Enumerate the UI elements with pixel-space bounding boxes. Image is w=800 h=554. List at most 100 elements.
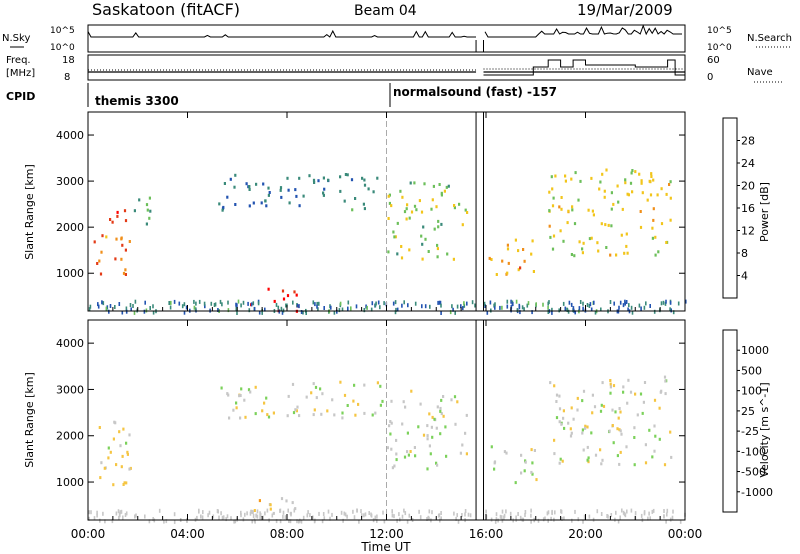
ground-scatter-cell	[130, 307, 132, 312]
ground-scatter-cell	[88, 510, 90, 515]
nave-tick-bottom: 0	[707, 72, 713, 83]
nave-label: Nave	[747, 67, 773, 78]
x-tick-label: 20:00	[568, 527, 603, 541]
echo-cell	[100, 461, 103, 465]
echo-cell	[387, 250, 390, 254]
echo-cell	[351, 208, 354, 212]
ground-scatter-cell	[542, 517, 545, 522]
echo-cell	[452, 257, 455, 261]
echo-cell	[572, 417, 575, 421]
echo-cell	[258, 499, 261, 503]
echo-cell	[453, 204, 456, 207]
ground-scatter-cell	[261, 310, 263, 315]
echo-cell	[596, 241, 599, 245]
colorbar-tick-label: 1000	[741, 344, 769, 357]
ground-scatter-cell	[173, 299, 176, 304]
ground-scatter-cell	[282, 514, 284, 519]
velocity-echo-cells	[88, 320, 686, 524]
echo-cell	[627, 378, 630, 382]
ground-scatter-cell	[672, 509, 674, 514]
echo-cell	[629, 390, 633, 394]
echo-cell	[295, 409, 298, 413]
echo-cell	[240, 387, 243, 391]
ground-scatter-cell	[236, 303, 238, 308]
echo-cell	[393, 464, 396, 468]
echo-cell	[532, 270, 535, 273]
ground-scatter-cell	[102, 301, 105, 306]
echo-cell	[115, 463, 118, 467]
ground-scatter-cell	[258, 310, 261, 315]
echo-cell	[609, 382, 612, 386]
echo-cell	[633, 426, 636, 430]
echo-cell	[320, 412, 323, 416]
ground-scatter-cell	[152, 517, 154, 521]
ground-scatter-cell	[321, 519, 324, 524]
echo-cell	[101, 234, 104, 238]
echo-cell	[619, 410, 622, 414]
echo-cell	[357, 402, 360, 406]
echo-cell	[438, 183, 441, 186]
time-axis-label: Time UT	[360, 540, 411, 554]
echo-cell	[363, 178, 366, 182]
echo-cell	[128, 467, 131, 471]
x-tick-label: 16:00	[469, 527, 504, 541]
echo-cell	[599, 448, 602, 452]
ground-scatter-cell	[463, 303, 466, 308]
ground-scatter-cell	[535, 302, 537, 307]
echo-cell	[333, 413, 336, 417]
ground-scatter-cell	[375, 301, 377, 306]
echo-cell	[111, 220, 114, 224]
ground-scatter-cell	[677, 301, 680, 306]
ground-scatter-cell	[340, 510, 343, 515]
echo-cell	[447, 184, 450, 188]
ground-scatter-cell	[104, 519, 106, 524]
ground-scatter-cell	[289, 519, 292, 524]
echo-cell	[406, 431, 409, 435]
ground-scatter-cell	[119, 510, 122, 515]
echo-cell	[363, 183, 367, 187]
echo-cell	[523, 469, 526, 473]
echo-cell	[639, 392, 643, 396]
echo-cell	[630, 171, 633, 175]
ground-scatter-cell	[227, 300, 229, 305]
echo-cell	[292, 411, 296, 415]
echo-cell	[125, 441, 128, 445]
ground-scatter-cell	[589, 302, 592, 307]
echo-cell	[612, 202, 615, 206]
ground-scatter-cell	[374, 515, 377, 520]
echo-cell	[268, 191, 271, 194]
ground-scatter-cell	[630, 305, 633, 310]
ground-scatter-cell	[428, 509, 431, 514]
ground-scatter-cell	[264, 307, 266, 312]
echo-cell	[649, 193, 653, 197]
echo-cell	[582, 448, 585, 452]
ground-scatter-cell	[312, 300, 315, 305]
echo-cell	[124, 219, 128, 223]
ground-scatter-cell	[225, 517, 227, 522]
ground-scatter-cell	[574, 509, 576, 514]
ground-scatter-cell	[653, 309, 656, 314]
echo-cell	[453, 206, 456, 210]
echo-cell	[553, 384, 556, 388]
echo-cell	[400, 256, 404, 260]
echo-cell	[122, 427, 125, 431]
echo-cell	[298, 176, 301, 180]
ground-scatter-cell	[323, 516, 326, 521]
echo-cell	[577, 198, 580, 202]
echo-cell	[128, 240, 131, 243]
ground-scatter-cell	[670, 308, 672, 313]
echo-cell	[611, 408, 614, 412]
ground-scatter-cell	[462, 306, 464, 311]
ground-scatter-cell	[312, 515, 314, 520]
echo-cell	[616, 184, 619, 188]
echo-cell	[586, 445, 589, 449]
ground-scatter-cell	[594, 310, 597, 315]
ground-scatter-cell	[457, 519, 460, 524]
velocity-ylabel: Slant Range [km]	[23, 372, 36, 468]
echo-cell	[605, 246, 608, 249]
echo-cell	[599, 180, 602, 184]
echo-cell	[362, 202, 365, 206]
ground-scatter-cell	[96, 513, 98, 518]
colorbar-tick-label: 8	[741, 247, 748, 260]
echo-cell	[115, 237, 118, 241]
